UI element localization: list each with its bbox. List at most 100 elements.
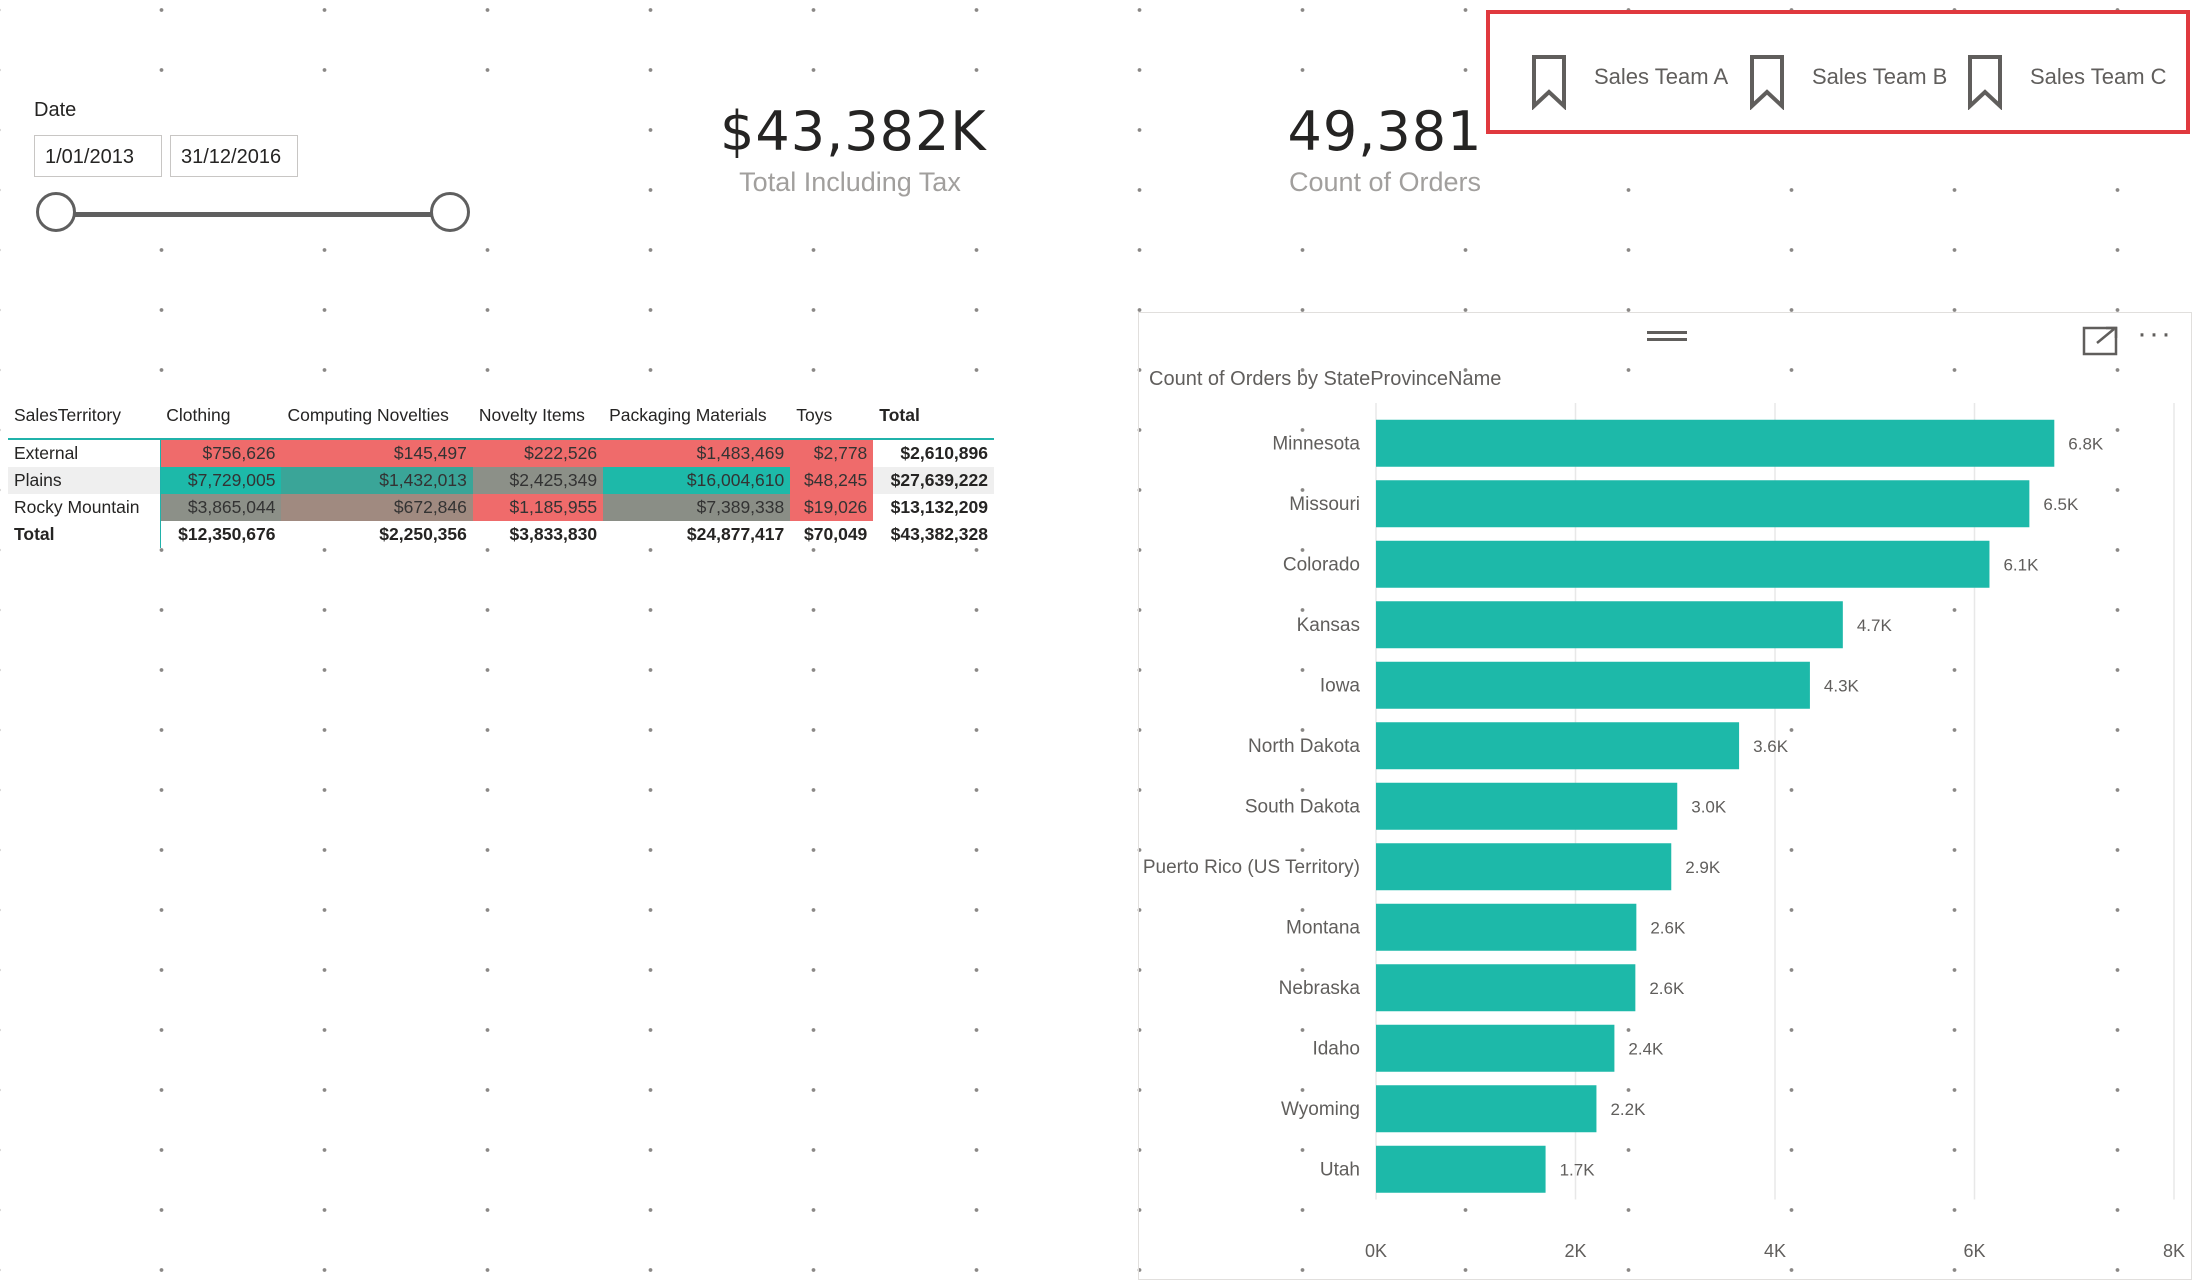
category-label: Kansas: [1297, 615, 1360, 636]
count-of-orders-card[interactable]: 49,381 Count of Orders: [1270, 100, 1500, 198]
matrix-cell: $2,425,349: [472, 467, 604, 494]
data-label: 2.9K: [1685, 858, 1721, 877]
grand-total-cell: $43,382,328: [873, 521, 994, 548]
row-label: External: [8, 439, 161, 467]
bar: [1376, 1145, 1546, 1193]
data-label: 3.6K: [1753, 737, 1789, 756]
x-tick-label: 6K: [1963, 1241, 1985, 1261]
column-header-packaging-materials[interactable]: Packaging Materials: [603, 392, 791, 440]
matrix-cell: $19,026: [790, 494, 874, 521]
matrix-cell: $1,185,955: [472, 494, 604, 521]
category-label: Puerto Rico (US Territory): [1143, 857, 1360, 878]
matrix-cell: $222,526: [472, 439, 604, 467]
bookmark-icon: [1532, 55, 1566, 110]
data-label: 6.1K: [2003, 555, 2039, 574]
category-label: Montana: [1286, 917, 1360, 938]
matrix-cell: $672,846: [281, 494, 473, 521]
bookmark-icon: [1968, 55, 2002, 110]
matrix-cell: $48,245: [790, 467, 874, 494]
column-header-toys[interactable]: Toys: [790, 392, 874, 440]
x-tick-label: 2K: [1564, 1241, 1586, 1261]
data-label: 4.3K: [1824, 676, 1860, 695]
matrix-cell: $2,778: [790, 439, 874, 467]
bar: [1376, 419, 2055, 467]
date-slicer-title: Date: [34, 99, 77, 121]
end-date-input[interactable]: 31/12/2016: [170, 135, 298, 177]
matrix-table: SalesTerritory Clothing Computing Novelt…: [8, 392, 994, 548]
column-header-novelty-items[interactable]: Novelty Items: [472, 392, 604, 440]
sales-matrix: SalesTerritory Clothing Computing Novelt…: [8, 392, 994, 548]
range-end-handle[interactable]: [430, 192, 470, 232]
drag-handle-icon[interactable]: [1647, 331, 1687, 345]
table-total-row[interactable]: Total $12,350,676 $2,250,356 $3,833,830 …: [8, 521, 994, 548]
bookmark-label: Sales Team A: [1594, 64, 1729, 89]
focus-mode-icon[interactable]: [2081, 323, 2121, 359]
row-label: Rocky Mountain: [8, 494, 161, 521]
matrix-cell: $7,389,338: [603, 494, 791, 521]
range-start-handle[interactable]: [36, 192, 76, 232]
bar: [1376, 480, 2030, 528]
more-options-icon[interactable]: ···: [2137, 317, 2173, 350]
date-slicer: Date 1/01/2013 31/12/2016: [30, 95, 490, 245]
chart-title: Count of Orders by StateProvinceName: [1149, 368, 1501, 390]
column-header-total[interactable]: Total: [873, 392, 994, 440]
date-range-track[interactable]: [56, 212, 450, 217]
data-label: 6.8K: [2068, 434, 2104, 453]
matrix-cell: $1,432,013: [281, 467, 473, 494]
row-label: Total: [8, 521, 161, 548]
table-row[interactable]: Rocky Mountain $3,865,044 $672,846 $1,18…: [8, 494, 994, 521]
bar: [1376, 1024, 1615, 1072]
table-row[interactable]: Plains $7,729,005 $1,432,013 $2,425,349 …: [8, 467, 994, 494]
bar: [1376, 964, 1636, 1012]
bookmark-label: Sales Team C: [2030, 64, 2167, 89]
data-label: 4.7K: [1857, 616, 1893, 635]
category-label: Nebraska: [1279, 978, 1361, 999]
column-header-salesterritory[interactable]: SalesTerritory: [8, 392, 161, 440]
total-cell: $24,877,417: [603, 521, 791, 548]
matrix-cell: $7,729,005: [160, 467, 282, 494]
bar: [1376, 782, 1678, 830]
total-cell: $12,350,676: [160, 521, 282, 548]
count-of-orders-label: Count of Orders: [1288, 167, 1482, 197]
category-label: Missouri: [1289, 494, 1360, 515]
start-date-input[interactable]: 1/01/2013: [34, 135, 162, 177]
data-label: 3.0K: [1691, 797, 1727, 816]
x-tick-label: 8K: [2163, 1241, 2185, 1261]
category-label: Utah: [1320, 1159, 1360, 1180]
total-cell: $3,833,830: [472, 521, 604, 548]
bar: [1376, 903, 1637, 951]
matrix-cell: $16,004,610: [603, 467, 791, 494]
matrix-cell: $3,865,044: [160, 494, 282, 521]
category-label: Minnesota: [1272, 433, 1360, 454]
total-cell: $70,049: [790, 521, 874, 548]
column-header-computing-novelties[interactable]: Computing Novelties: [281, 392, 473, 440]
data-label: 2.6K: [1649, 979, 1685, 998]
data-label: 2.2K: [1610, 1100, 1646, 1119]
category-label: Iowa: [1320, 675, 1361, 696]
category-label: Wyoming: [1281, 1099, 1360, 1120]
total-including-tax-card[interactable]: $43,382K Total Including Tax: [720, 100, 986, 198]
row-total-cell: $2,610,896: [900, 443, 988, 463]
bar-chart-svg: Count of Orders by StateProvinceName 0K 2K…: [1143, 368, 2185, 1261]
row-total-cell: $27,639,222: [873, 467, 994, 494]
x-tick-label: 0K: [1365, 1241, 1387, 1261]
data-label: 2.4K: [1628, 1039, 1664, 1058]
bar: [1376, 843, 1672, 891]
table-row[interactable]: External $756,626 $145,497 $222,526 $1,4…: [8, 439, 994, 467]
row-label: Plains: [8, 467, 161, 494]
total-cell: $2,250,356: [281, 521, 473, 548]
matrix-cell: $145,497: [281, 439, 473, 467]
bar: [1376, 722, 1740, 770]
bar: [1376, 601, 1843, 649]
data-label: 1.7K: [1560, 1160, 1596, 1179]
bookmark-navigator: Sales Team A Sales Team B Sales Team C: [1486, 10, 2190, 134]
data-label: 6.5K: [2043, 495, 2079, 514]
matrix-cell: $1,483,469: [603, 439, 791, 467]
data-label: 2.6K: [1650, 918, 1686, 937]
bookmark-icon: [1750, 55, 1784, 110]
bar: [1376, 540, 1990, 588]
column-header-clothing[interactable]: Clothing: [160, 392, 282, 440]
bookmark-label: Sales Team B: [1812, 64, 1948, 89]
orders-by-state-chart[interactable]: ··· Count of Orders by StateProvinceName…: [1138, 312, 2192, 1280]
